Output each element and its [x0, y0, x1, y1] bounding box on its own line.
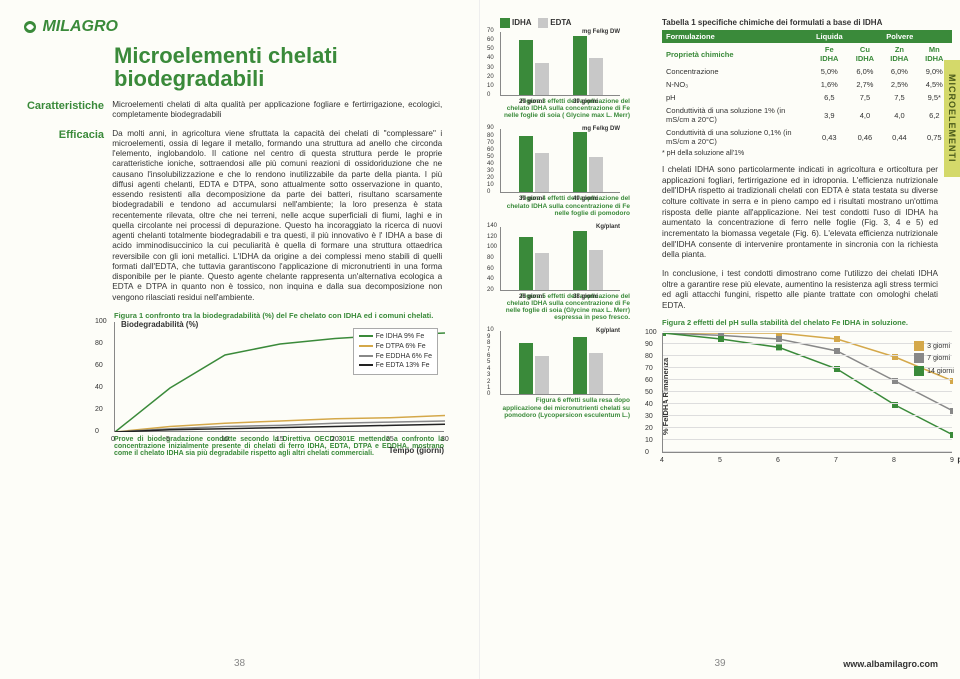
fig2-chart: % FeIDHA Rimanenza 010203040506070809010… [662, 333, 952, 453]
fig2-legend: 3 giorni7 giorni14 giorni [914, 341, 954, 379]
spec-table: FormulazioneLiquidaPolvere Proprietà chi… [662, 30, 952, 148]
fig6-caption: Figura 6 effetti sulla resa dopo applica… [500, 397, 630, 418]
legend-idha-edta: IDHA EDTA [500, 18, 630, 28]
section-label-caratteristiche: Caratteristiche [22, 100, 110, 112]
body-p1: I chelati IDHA sono particolarmente indi… [662, 165, 938, 261]
footer-url: www.albamilagro.com [843, 659, 938, 669]
swatch-edta [538, 18, 548, 28]
side-tab: MICROELEMENTI [944, 60, 960, 177]
fig3-chart: 01020304050607029 giorni39 giornimg Fe/k… [500, 32, 620, 96]
page-title: Microelementi chelati biodegradabili [114, 44, 457, 90]
table-title: Tabella 1 specifiche chimiche dei formul… [662, 18, 938, 27]
brand-logo: MILAGRO [22, 18, 457, 36]
fig4-chart: 010203040506070809039 giorni49 giornimg … [500, 129, 620, 193]
fig1-legend: Fe IDHA 9% FeFe DTPA 6% FeFe EDDHA 6% Fe… [353, 328, 438, 375]
section-body-caratteristiche: Microelementi chelati di alta qualità pe… [112, 100, 442, 121]
table-note: * pH della soluzione all'1% [662, 150, 938, 157]
fig1-chart: Biodegradabilità (%) 0204060801000510152… [114, 322, 444, 432]
fig5-chart: 2040608010012014028 giorni38 giorniKg/pl… [500, 227, 620, 291]
page-number-right: 39 [714, 658, 725, 669]
fig1-caption: Figura 1 confronto tra la biodegradabili… [114, 311, 457, 320]
fig2-caption: Figura 2 effetti del pH sulla stabilità … [662, 318, 938, 327]
section-body-efficacia: Da molti anni, in agricoltura viene sfru… [112, 129, 442, 303]
swatch-idha [500, 18, 510, 28]
section-label-efficacia: Efficacia [22, 129, 110, 141]
fig6-chart: 012345678910Kg/plant [500, 331, 620, 395]
page-number-left: 38 [234, 658, 245, 669]
body-p2: In conclusione, i test condotti dimostra… [662, 269, 938, 312]
